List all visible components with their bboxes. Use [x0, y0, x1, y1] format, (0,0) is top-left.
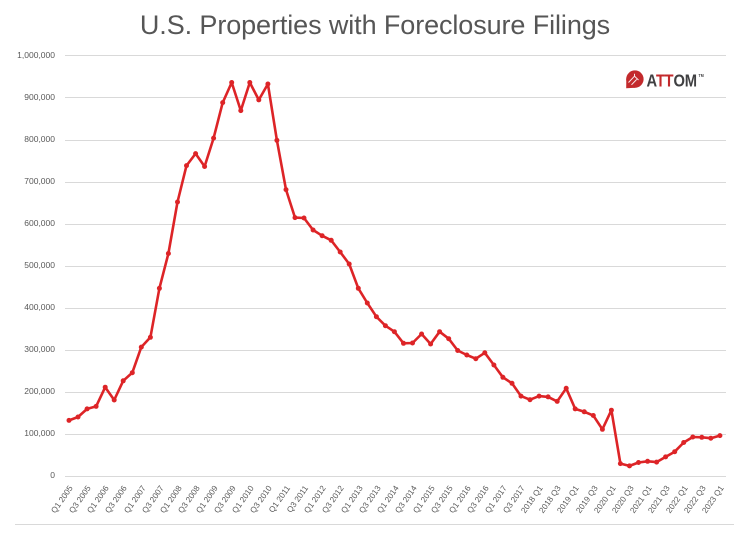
svg-text:O: O: [674, 71, 686, 90]
svg-text:T: T: [665, 71, 674, 90]
svg-text:T: T: [656, 71, 665, 90]
svg-text:A: A: [647, 71, 658, 90]
svg-text:TM: TM: [699, 72, 705, 78]
svg-text:M: M: [685, 71, 697, 90]
